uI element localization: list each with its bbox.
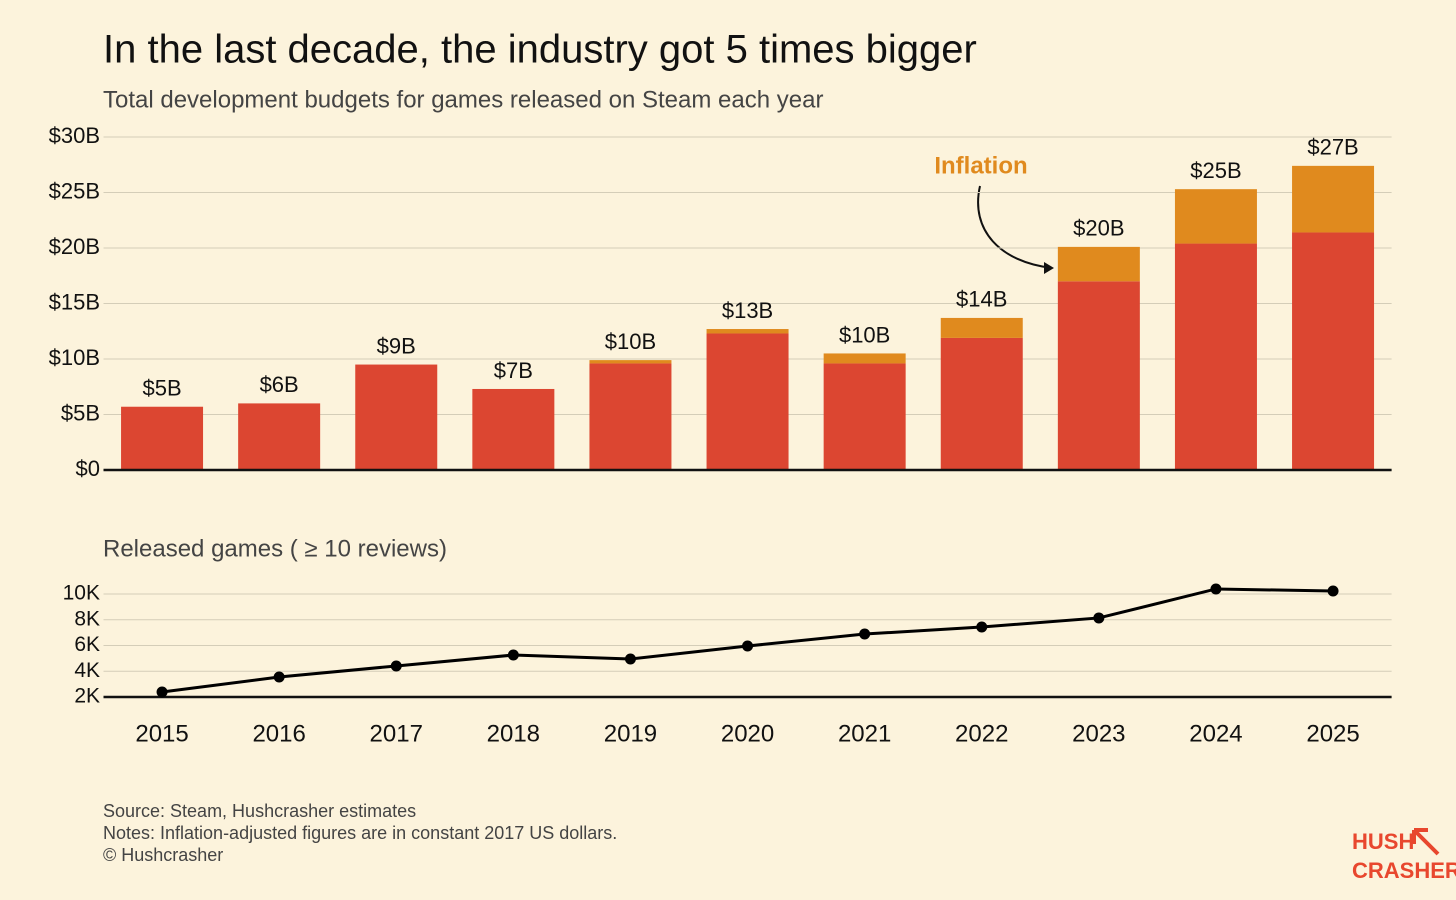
data-label: $10B bbox=[605, 329, 656, 354]
data-label: $9B bbox=[377, 333, 416, 358]
source: Source: Steam, Hushcrasher estimates bbox=[103, 801, 416, 821]
x-tick-label: 2019 bbox=[604, 720, 657, 747]
y-tick-label: 2K bbox=[74, 685, 100, 708]
x-tick-label: 2017 bbox=[370, 720, 423, 747]
bar-segment bbox=[706, 333, 789, 470]
x-tick-label: 2024 bbox=[1189, 720, 1242, 747]
point bbox=[1210, 583, 1222, 595]
bar-segment bbox=[1057, 246, 1140, 282]
x-tick-label: 2015 bbox=[135, 720, 188, 747]
bar-segment bbox=[355, 364, 438, 470]
notes: Notes: Inflation-adjusted figures are in… bbox=[103, 823, 617, 843]
point bbox=[156, 686, 168, 698]
point bbox=[859, 628, 871, 640]
y-tick-label: $10B bbox=[49, 345, 100, 370]
logo-icon bbox=[1412, 828, 1440, 856]
y-tick-label: $0 bbox=[76, 456, 100, 481]
data-label: $20B bbox=[1073, 216, 1124, 241]
x-tick-label: 2018 bbox=[487, 720, 540, 747]
bar-segment bbox=[1292, 232, 1375, 470]
logo-text: HUSH bbox=[1352, 829, 1414, 854]
annotation: Inflation bbox=[934, 152, 1027, 179]
y-tick-label: $5B bbox=[61, 400, 100, 425]
data-label: $5B bbox=[142, 376, 181, 401]
chart-title: In the last decade, the industry got 5 t… bbox=[103, 28, 977, 72]
annotation-arrow bbox=[977, 185, 1053, 269]
x-tick-label: 2023 bbox=[1072, 720, 1125, 747]
bar-segment bbox=[1057, 281, 1140, 470]
y-tick-label: 4K bbox=[74, 659, 100, 682]
x-tick-label: 2025 bbox=[1306, 720, 1359, 747]
data-label: $25B bbox=[1190, 158, 1241, 183]
data-label: $10B bbox=[839, 322, 890, 347]
y-tick-label: $30B bbox=[49, 123, 100, 148]
y-tick-label: 8K bbox=[74, 607, 100, 630]
data-label: $27B bbox=[1307, 135, 1358, 160]
bar-segment bbox=[589, 360, 672, 364]
bar-segment bbox=[472, 388, 555, 470]
logo-text: CRASHER bbox=[1352, 858, 1456, 883]
bar-segment bbox=[121, 406, 204, 470]
point bbox=[976, 621, 988, 633]
point bbox=[624, 653, 636, 665]
bar-segment bbox=[1292, 165, 1375, 233]
bar-segment bbox=[1174, 243, 1257, 470]
bar-segment bbox=[823, 353, 906, 364]
x-tick-label: 2021 bbox=[838, 720, 891, 747]
point bbox=[390, 660, 402, 672]
y-tick-label: $20B bbox=[49, 234, 100, 259]
point bbox=[742, 640, 754, 652]
y-tick-label: 10K bbox=[63, 582, 100, 605]
data-label: $14B bbox=[956, 287, 1007, 312]
y-tick-label: $15B bbox=[49, 289, 100, 314]
y-tick-label: 6K bbox=[74, 633, 100, 656]
point bbox=[1327, 585, 1339, 597]
bar-segment bbox=[589, 363, 672, 470]
data-label: $6B bbox=[260, 372, 299, 397]
point bbox=[507, 649, 519, 661]
chart-subtitle: Total development budgets for games rele… bbox=[103, 86, 823, 113]
x-tick-label: 2016 bbox=[252, 720, 305, 747]
data-label: $13B bbox=[722, 298, 773, 323]
y-tick-label: $25B bbox=[49, 178, 100, 203]
copyright: © Hushcrasher bbox=[103, 845, 223, 865]
arrow-head bbox=[1044, 262, 1054, 274]
point bbox=[1093, 612, 1105, 624]
bar-segment bbox=[823, 363, 906, 470]
bar-segment bbox=[940, 337, 1023, 470]
x-tick-label: 2022 bbox=[955, 720, 1008, 747]
bar-segment bbox=[940, 317, 1023, 338]
x-tick-label: 2020 bbox=[721, 720, 774, 747]
bar-segment bbox=[238, 403, 321, 470]
bar-segment bbox=[1174, 189, 1257, 244]
subchart-title: Released games ( ≥ 10 reviews) bbox=[103, 535, 447, 562]
point bbox=[273, 671, 285, 683]
bar-segment bbox=[706, 329, 789, 334]
data-label: $7B bbox=[494, 358, 533, 383]
